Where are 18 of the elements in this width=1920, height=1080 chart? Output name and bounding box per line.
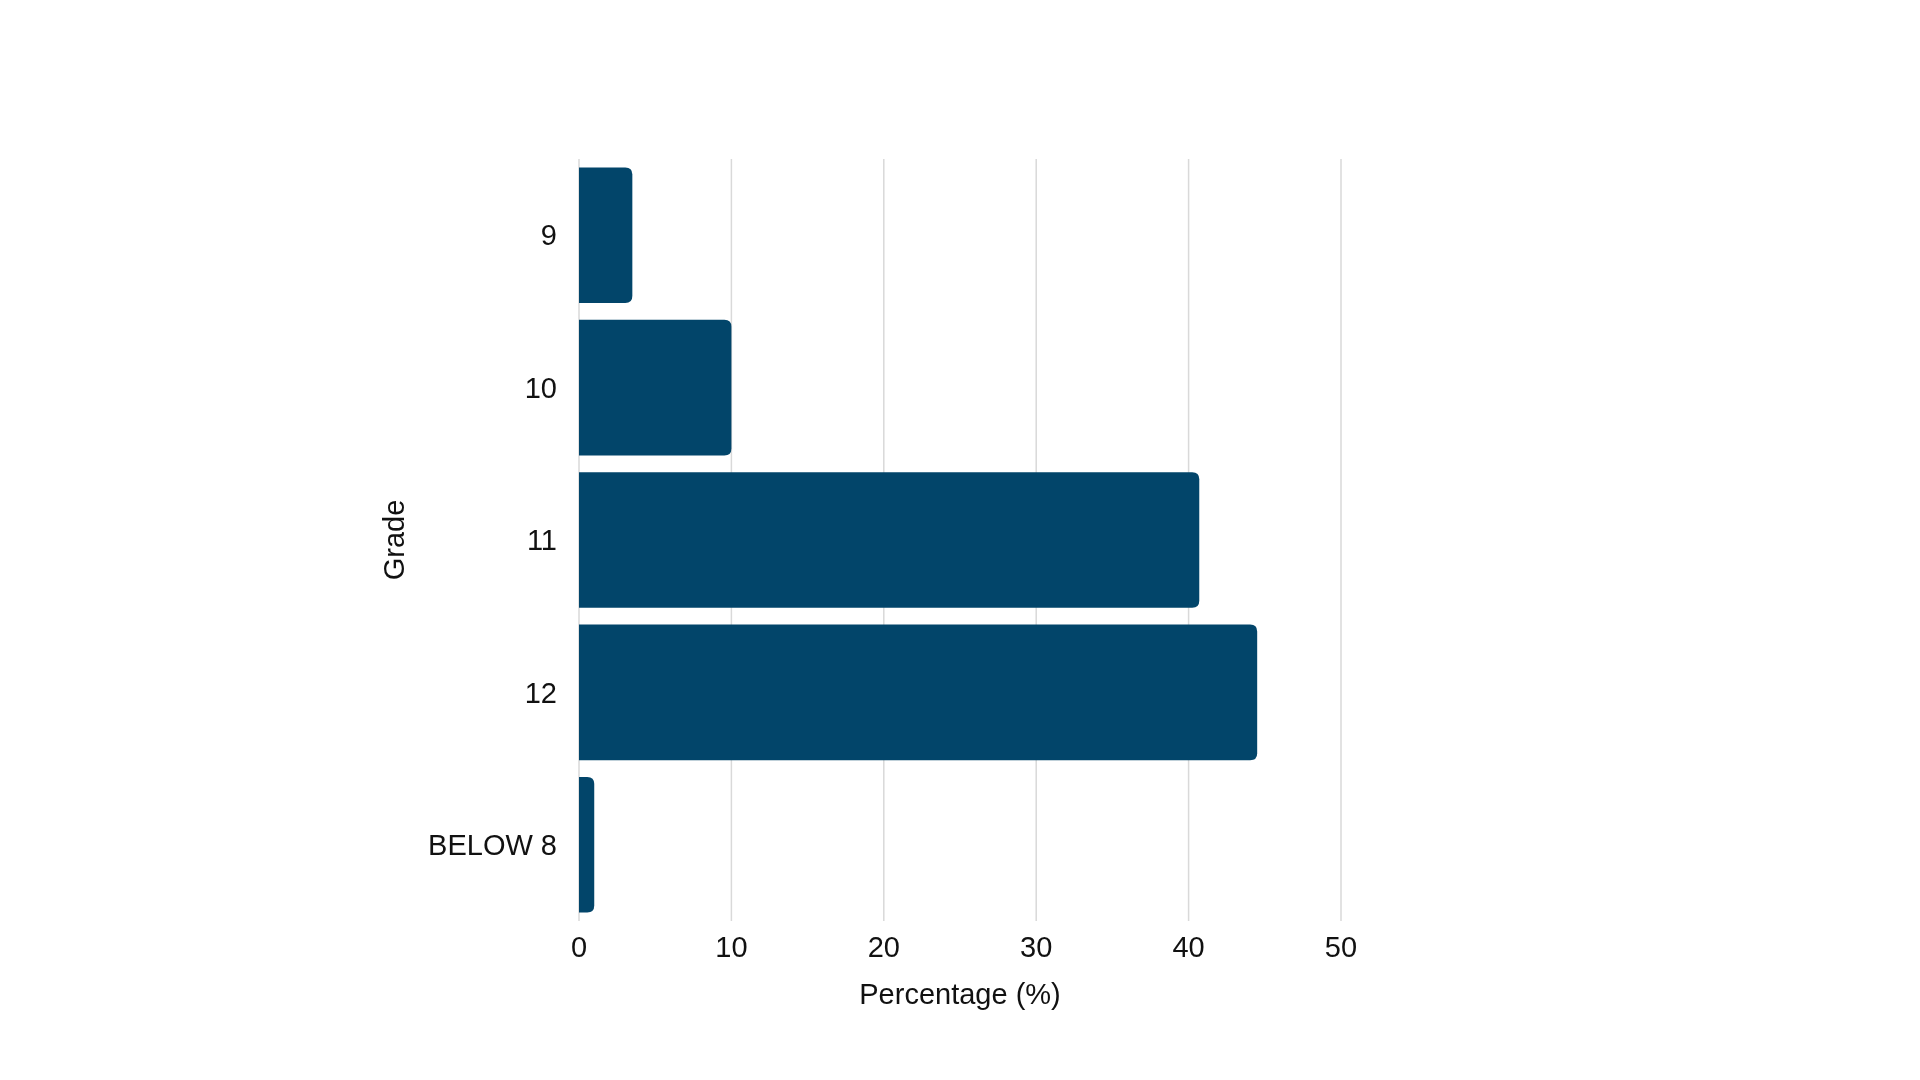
x-tick-label: 50 <box>1324 931 1358 963</box>
x-tick-label: 30 <box>1020 931 1053 963</box>
x-tick-label: 40 <box>1172 931 1205 963</box>
y-tick-label: 10 <box>524 371 557 404</box>
y-tick-label: BELOW 8 <box>428 828 557 861</box>
y-tick-label: 9 <box>540 219 557 252</box>
x-tick-label: 0 <box>570 931 588 963</box>
y-tick-label: 12 <box>524 676 557 709</box>
y-axis-title: Grade <box>378 499 410 581</box>
y-tick-label: 11 <box>526 524 557 557</box>
bar <box>579 472 1200 608</box>
x-tick-label: 10 <box>715 931 748 963</box>
x-axis-title: Percentage (%) <box>859 978 1061 1010</box>
bar <box>579 624 1258 761</box>
bar <box>579 319 732 456</box>
bar <box>579 167 633 304</box>
bar <box>579 776 595 913</box>
x-tick-label: 20 <box>867 931 900 963</box>
